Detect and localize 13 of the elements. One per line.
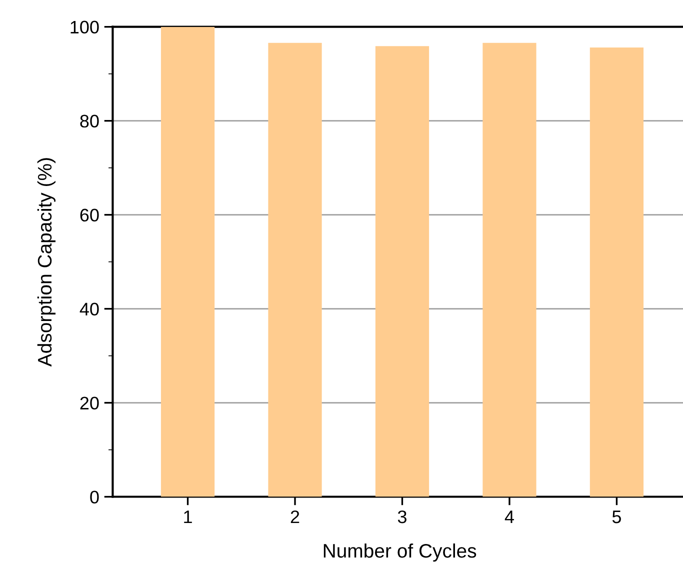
- x-tick-label: 4: [504, 510, 514, 524]
- x-tick-label: 5: [612, 510, 621, 524]
- y-tick-label: 80: [80, 114, 99, 128]
- x-tick-label: 2: [290, 510, 300, 524]
- y-tick-label: 0: [90, 490, 99, 504]
- x-axis-title: Number of Cycles: [324, 543, 476, 562]
- x-tick-label: 1: [184, 510, 192, 524]
- y-tick-label: 40: [80, 302, 99, 316]
- y-axis-title: Adsorption Capacity (%): [37, 158, 56, 367]
- y-tick-label: 60: [80, 208, 99, 222]
- x-tick-label: 3: [398, 510, 406, 524]
- y-tick-label: 20: [80, 396, 99, 410]
- y-tick-label: 100: [70, 20, 99, 34]
